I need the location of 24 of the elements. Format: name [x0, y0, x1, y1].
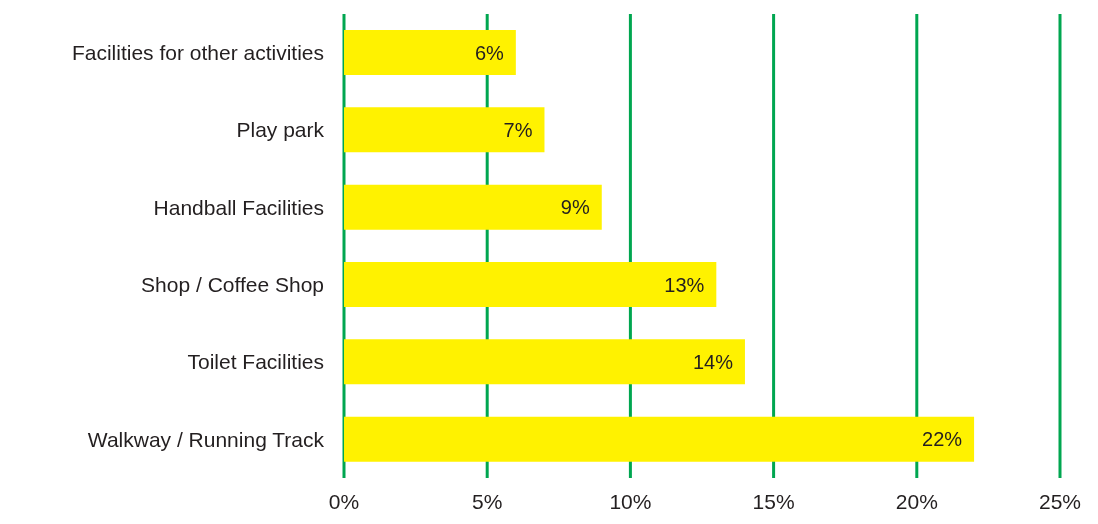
bar	[344, 107, 545, 153]
x-tick-label: 15%	[752, 489, 795, 513]
x-tick-label: 0%	[328, 489, 360, 513]
data-label: 22%	[922, 428, 963, 451]
bar	[344, 30, 516, 75]
y-tick-label: Facilities for other activities	[71, 41, 324, 65]
x-tick-label: 20%	[895, 489, 938, 513]
data-label: 6%	[474, 41, 505, 64]
y-tick-label: Toilet Facilities	[187, 350, 324, 374]
x-tick-label: 10%	[609, 489, 652, 513]
bar	[344, 184, 602, 230]
y-tick-label: Walkway / Running Track	[87, 427, 325, 451]
data-label: 14%	[692, 350, 734, 373]
y-tick-label: Play park	[236, 118, 325, 142]
y-tick-label: Shop / Coffee Shop	[141, 273, 324, 297]
bar	[344, 339, 745, 385]
y-tick-label: Handball Facilities	[153, 195, 324, 219]
data-label: 13%	[664, 273, 705, 296]
x-tick-label: 5%	[472, 489, 503, 513]
data-label: 7%	[503, 118, 533, 141]
bar	[344, 416, 975, 462]
bar	[344, 262, 717, 307]
x-tick-label: 25%	[1038, 489, 1082, 513]
data-label: 9%	[560, 196, 590, 219]
